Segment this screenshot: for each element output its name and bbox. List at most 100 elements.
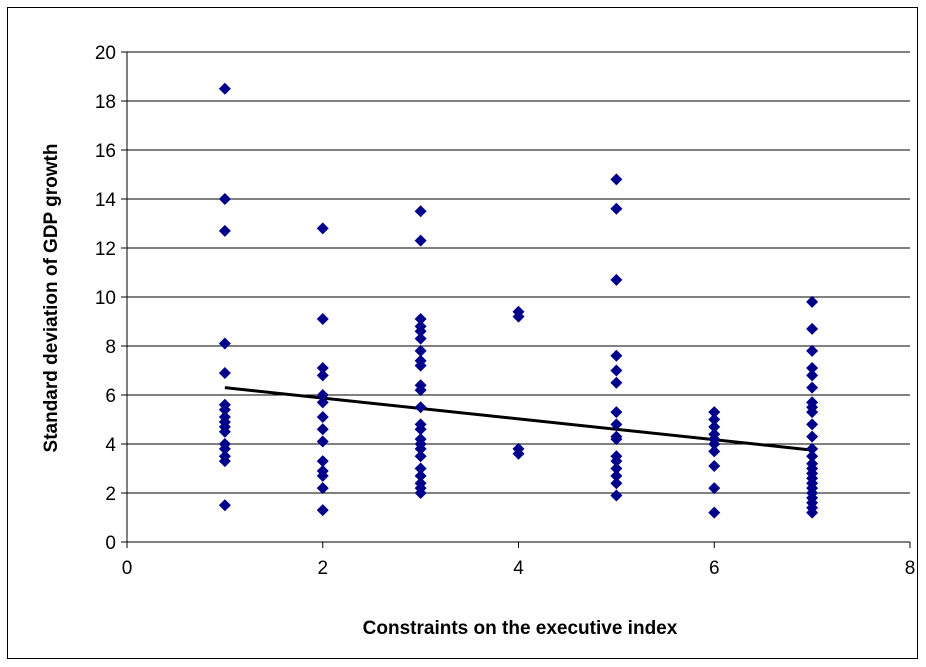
data-point bbox=[218, 193, 231, 205]
data-point bbox=[218, 224, 231, 237]
data-point bbox=[708, 413, 721, 426]
x-tick-label: 4 bbox=[513, 558, 524, 579]
y-tick-label: 18 bbox=[95, 92, 116, 113]
data-point bbox=[610, 462, 623, 475]
data-point bbox=[610, 202, 623, 215]
data-point bbox=[806, 362, 819, 375]
trendline-group bbox=[224, 386, 813, 452]
data-point bbox=[708, 420, 721, 433]
data-point bbox=[610, 418, 623, 431]
data-point bbox=[218, 425, 231, 438]
data-point bbox=[610, 455, 623, 468]
data-point bbox=[806, 506, 819, 519]
data-point bbox=[806, 450, 819, 463]
data-point bbox=[610, 489, 623, 502]
y-tick-label: 6 bbox=[105, 386, 116, 407]
data-point bbox=[806, 322, 819, 335]
x-axis-title: Constraints on the executive index bbox=[363, 618, 678, 639]
data-point bbox=[806, 344, 819, 357]
data-point bbox=[218, 337, 231, 350]
data-point bbox=[316, 435, 329, 448]
x-tick-label: 8 bbox=[905, 558, 916, 579]
data-point bbox=[414, 469, 427, 482]
data-point bbox=[414, 344, 427, 357]
data-point bbox=[414, 462, 427, 475]
data-point bbox=[806, 430, 819, 443]
data-point bbox=[316, 313, 329, 326]
data-point bbox=[414, 384, 427, 397]
data-point bbox=[610, 349, 623, 362]
data-point bbox=[414, 325, 427, 338]
data-point bbox=[806, 295, 819, 308]
x-axis-ticks: 0 2 4 6 8 bbox=[122, 542, 916, 579]
chart-area bbox=[7, 7, 918, 659]
data-point bbox=[414, 450, 427, 463]
data-point bbox=[316, 411, 329, 424]
data-point bbox=[414, 234, 427, 247]
x-tick-label: 2 bbox=[317, 558, 328, 579]
data-point bbox=[610, 364, 623, 377]
data-point bbox=[316, 455, 329, 468]
data-point bbox=[708, 445, 721, 458]
data-point bbox=[414, 205, 427, 218]
data-point bbox=[708, 460, 721, 473]
gridlines bbox=[127, 51, 910, 494]
trendline bbox=[224, 386, 813, 452]
data-point bbox=[316, 389, 329, 401]
y-tick-label: 2 bbox=[105, 484, 116, 505]
data-point bbox=[806, 381, 819, 394]
data-point bbox=[610, 376, 623, 389]
data-point bbox=[806, 406, 819, 419]
data-point bbox=[218, 442, 231, 455]
y-tick-label: 0 bbox=[105, 533, 116, 554]
data-point bbox=[316, 222, 329, 235]
data-point bbox=[512, 310, 525, 323]
data-point bbox=[806, 418, 819, 431]
data-point bbox=[806, 369, 819, 382]
y-tick-label: 20 bbox=[95, 43, 116, 64]
y-axis-title: Standard deviation of GDP growth bbox=[41, 144, 62, 453]
data-point bbox=[218, 499, 231, 512]
data-point bbox=[316, 369, 329, 382]
data-point bbox=[610, 477, 623, 490]
data-point bbox=[806, 442, 819, 455]
data-point bbox=[610, 273, 623, 286]
data-point bbox=[708, 506, 721, 519]
data-point bbox=[512, 447, 525, 460]
data-point bbox=[218, 455, 231, 468]
data-point bbox=[414, 442, 427, 455]
data-point bbox=[708, 438, 721, 450]
data-point bbox=[316, 423, 329, 436]
y-tick-label: 10 bbox=[95, 288, 116, 309]
y-tick-label: 4 bbox=[105, 435, 116, 456]
y-tick-label: 8 bbox=[105, 337, 116, 358]
data-point bbox=[316, 482, 329, 495]
data-point bbox=[414, 313, 427, 326]
data-point bbox=[316, 396, 329, 409]
data-point bbox=[414, 423, 427, 436]
data-point bbox=[316, 504, 329, 517]
data-point bbox=[414, 332, 427, 345]
data-point bbox=[708, 482, 721, 495]
data-point bbox=[218, 82, 231, 95]
data-point bbox=[708, 406, 721, 419]
data-point bbox=[610, 173, 623, 186]
data-point bbox=[218, 403, 231, 416]
data-point bbox=[610, 469, 623, 482]
data-point bbox=[316, 362, 329, 375]
y-tick-label: 14 bbox=[95, 190, 117, 211]
y-tick-label: 16 bbox=[95, 141, 116, 162]
data-point bbox=[218, 366, 231, 379]
data-point bbox=[414, 359, 427, 372]
data-points bbox=[218, 82, 819, 519]
data-point bbox=[414, 487, 427, 499]
y-tick-label: 12 bbox=[95, 239, 116, 260]
data-point bbox=[316, 469, 329, 482]
x-tick-label: 6 bbox=[709, 558, 720, 579]
data-point bbox=[414, 401, 427, 414]
y-axis-ticks: 0 2 4 6 8 10 12 14 16 18 20 bbox=[95, 43, 127, 554]
x-tick-label: 0 bbox=[122, 558, 133, 579]
data-point bbox=[610, 433, 623, 446]
data-point bbox=[610, 406, 623, 419]
